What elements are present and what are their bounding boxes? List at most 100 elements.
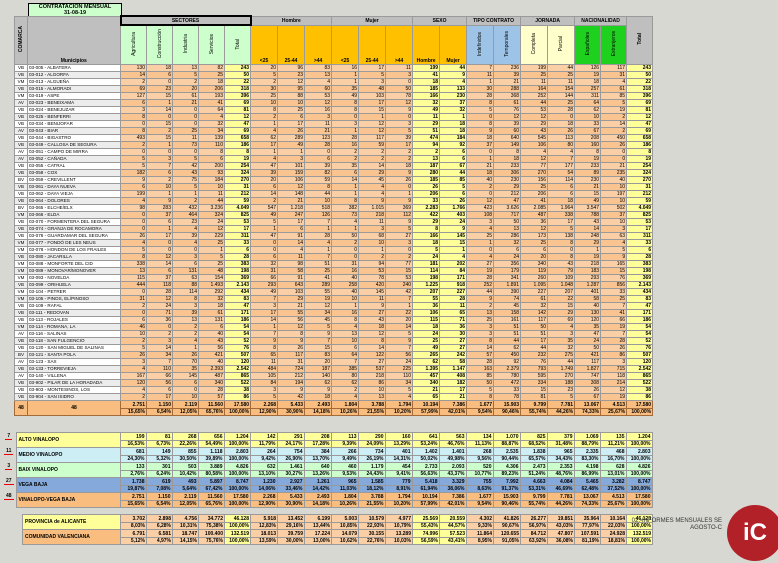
group-total: Total: [626, 15, 654, 65]
table-row[interactable]: VB 03-904 - SAN ISIDRO 2 17 10 57 86 5 42 18 4 13 4 6…: [14, 393, 654, 401]
summary-row[interactable]: 11 MEDIO VINALOPO 681 149 855 1.118 2.803 264 75…: [2, 447, 653, 463]
table-row[interactable]: VB 03-099 - ORIHUELA 444 118 88 1.493 2.143 293…: [14, 281, 654, 289]
cell: 493: [171, 477, 199, 486]
region-totals-table[interactable]: PROVINCIA de ALICANTE 3.702 2.898 4.756 34.7…: [22, 514, 653, 545]
table-row[interactable]: VM 03-078 - HONDON DE LOS FRAILES 5 0 0 1 6 0 4 1…: [14, 246, 654, 254]
cell: 507: [223, 351, 252, 359]
table-row[interactable]: VB 03-902 - PILAR DE LA HORADADA 120 56 6 340…: [14, 379, 654, 387]
table-row[interactable]: AV 03-123 - SAX 3 7 70 40 120 11 31 20 7 27 24 62 58 28…: [14, 358, 654, 366]
cell: 640: [493, 134, 522, 142]
table-row[interactable]: AV 03-116 - SALINAS 10 2 2 40 54 7 8 9 13 12 5 24 30 3 5…: [14, 330, 654, 338]
cell: 206: [198, 85, 225, 93]
table-row[interactable]: VB 03-055 - CATRAL 5 7 42 200 254 47 101 39 35 14 18…: [14, 162, 654, 170]
cell: 14: [250, 316, 279, 324]
cell: 3.889: [197, 462, 225, 471]
cell-municipio: 03-088 - MONFORTE DEL CID: [27, 260, 121, 268]
table-row[interactable]: VM 03-088 - MONFORTE DEL CID 338 14 6 25 383 32…: [14, 260, 654, 268]
table-row[interactable]: VB 03-044 - BIGASTRO 493 15 11 139 658 62 289 123…: [14, 134, 654, 142]
cell-comarca: VB: [14, 344, 28, 352]
cell: 5: [198, 253, 225, 261]
table-row[interactable]: VB 03-070 - FORMENTERA DEL SEGURA 0 6 23 24 53…: [14, 218, 654, 226]
table-row[interactable]: VM 03-104 - PETRER 0 28 114 292 434 49 103 55 40 14…: [14, 288, 654, 296]
table-row[interactable]: AV 03-052 - CAÑADA 5 3 5 6 19 4 3 6 2 2 2 13 6 1 18 12 7 19…: [14, 155, 654, 163]
table-row[interactable]: VB 03-120 - SAN MIGUEL DE SALINAS 5 14 1 56 76…: [14, 344, 654, 352]
summary-row[interactable]: 3 BAIX VINALOPO 133 301 503 3.889 4.826 632 1.46…: [2, 462, 653, 478]
cell: 89: [574, 169, 602, 177]
table-row[interactable]: VB 03-015 - ALMORADI 69 23 20 206 318 30 95 60 35 4…: [14, 85, 654, 93]
table-row[interactable]: VB 03-074 - GRANJA DE ROCAMORA 0 1 4 12 17 1 6 1 1…: [14, 225, 654, 233]
cell: 3.788: [357, 492, 386, 501]
cell: 15,65%: [119, 500, 147, 508]
summary-row[interactable]: 48 VINALOPO-VEGA BAJA 2.751 1.150 2.119 11.56…: [2, 492, 653, 508]
table-row[interactable]: VB 03-903 - MONTESINOS, LOS 4 6 0 28 38 3 9 9 2 10 5…: [14, 386, 654, 394]
table-row[interactable]: VM 03-019 - ASPE 127 15 61 193 396 25 88 53 49 103 7…: [14, 92, 654, 100]
table-row[interactable]: VB 03-076 - GUARDAMAR DEL SEGURA 26 17 39 229…: [14, 232, 654, 240]
cell: 5: [250, 71, 279, 79]
cell: 2,76%: [119, 470, 147, 478]
cell: 17: [277, 218, 306, 226]
table-row[interactable]: VB 03-024 - BENEJUZAR 3 14 0 64 81 8 25 16 8 15 9 49 3…: [14, 106, 654, 114]
table-row[interactable]: VB 03-012 - ALGORFA 14 6 5 25 50 5 23 13 1 5 3 41 9 11 3…: [14, 71, 654, 79]
table-row[interactable]: VB 03-058 - COX 182 6 43 93 324 39 159 82 6 29 9 280 4…: [14, 169, 654, 177]
cell: 86: [358, 379, 387, 387]
table-row[interactable]: BV 03-059 - CREVILLENT 9 2 75 184 270 20 106 59 14…: [14, 176, 654, 184]
table-row[interactable]: VM 03-114 - ROMANA, LA 46 0 2 6 54 1 12 5 4 18 14 18 3…: [14, 323, 654, 331]
region-row[interactable]: PROVINCIA de ALICANTE 3.702 2.898 4.756 34.7…: [22, 514, 653, 530]
summary-row[interactable]: 27 VEGA BAJA 1.738 619 493 5.897 8.747 1.230 2.9…: [2, 477, 653, 493]
summary-name: MEDIO VINALOPO: [15, 447, 121, 463]
table-row[interactable]: AV 03-043 - BIAR 8 2 25 34 69 4 26 21 1 12 5 51 18 9 60 4…: [14, 127, 654, 135]
table-row[interactable]: VB 03-133 - TORREVIEJA 4 110 35 2.393 2.542 484…: [14, 365, 654, 373]
cell: 140: [304, 372, 333, 380]
cell-municipio: 03-065 - ELCHE/ELX: [27, 204, 121, 212]
cell: 421: [574, 351, 602, 359]
table-row[interactable]: VM 03-089 - MONOVAR/MONOVER 13 6 131 48 198 31 5…: [14, 267, 654, 275]
cell: 9,41%: [384, 470, 413, 478]
table-row[interactable]: VB 03-061 - DAYA NUEVA 6 10 5 10 31 6 12 8 1 4 0 26 5 2…: [14, 183, 654, 191]
table-row[interactable]: VB 03-080 - JACARILLA 8 12 3 5 28 6 11 7 0 2 2 24 4 4 24…: [14, 253, 654, 261]
table-row[interactable]: VB 03-113 - ROJALES 6 36 13 131 186 14 56 45 8 43 20…: [14, 316, 654, 324]
table-row[interactable]: VB 03-034 - BENIJOFAR 0 15 0 32 47 1 17 11 3 12 3 29 1…: [14, 120, 654, 128]
cell: 2.379: [493, 365, 522, 373]
table-row[interactable]: VB 03-049 - CALLOSA DE SEGURA 2 1 73 110 186 17…: [14, 141, 654, 149]
cell: 46.128: [224, 514, 251, 523]
cell: 641: [411, 432, 440, 441]
table-row[interactable]: VM 03-066 - ELDA 0 37 464 324 825 49 247 126 73 218…: [14, 211, 654, 219]
summary-row[interactable]: 7 ALTO VINALOPO 199 81 268 656 1.204 142 291 208 1…: [2, 432, 653, 448]
table-row[interactable]: VM 03-105 - PINOS, EL/PINOSO 31 12 8 32 83 7 29 1…: [14, 295, 654, 303]
cell: 47.807: [547, 529, 575, 538]
col-header: Industria: [172, 24, 199, 65]
table-row[interactable]: AV 03-051 - CAMPO DE MIRRA 0 0 0 8 8 1 1 0 2 2 2 2 6 0 8…: [14, 148, 654, 156]
table-row[interactable]: VB 03-109 - RAFAL 2 24 3 18 47 3 21 12 1 9 1 36 11 2 45 3…: [14, 302, 654, 310]
cell: 122: [358, 351, 387, 359]
table-row[interactable]: AV 03-140 - VILLENA 167 66 145 487 865 105 212 14…: [14, 372, 654, 380]
cell: 318: [626, 85, 654, 93]
table-row[interactable]: BV 03-065 - ELCHE/ELX 98 283 432 3.236 4.049 54…: [14, 204, 654, 212]
region-row[interactable]: COMUNIDAD VALENCIANA 6.791 6.581 18.747 100.…: [22, 529, 653, 545]
cell: 13: [172, 316, 199, 324]
cell: 1.204: [223, 432, 251, 441]
table-row[interactable]: VB 03-064 - DOLORES 4 9 2 44 59 2 21 10 8 9 9 33 26 12 4…: [14, 197, 654, 205]
table-row[interactable]: AV 03-023 - BENEIXAMA 6 1 21 41 69 10 10 12 8 17 12 3…: [14, 99, 654, 107]
summary-table[interactable]: 7 ALTO VINALOPO 199 81 268 656 1.204 142 291 208 1…: [2, 432, 653, 508]
cell: 13: [172, 64, 199, 72]
table-row[interactable]: VB 03-005 - ALBATERA 130 18 13 82 243 20 96 83 16 1…: [14, 64, 654, 72]
cell: 10: [358, 386, 387, 394]
table-row[interactable]: VB 03-111 - REDOVAN 0 71 39 61 171 17 55 34 16 27 22…: [14, 309, 654, 317]
table-row[interactable]: VM 03-093 - NOVELDA 115 37 63 154 369 66 91 41 40 7…: [14, 274, 654, 282]
table-row[interactable]: VB 03-025 - BENFERRI 8 0 0 4 12 2 6 3 0 1 0 11 1 0 12 12 0…: [14, 113, 654, 121]
table-row[interactable]: VB 03-118 - SAN FULGENCIO 2 3 4 43 52 9 9 7 10 8 9 25…: [14, 337, 654, 345]
table-row[interactable]: BV 03-121 - SANTA POLA 26 34 26 421 507 65 117 83…: [14, 351, 654, 359]
table-row[interactable]: VM 03-013 - ALGUEÑA 2 0 2 18 22 2 12 4 1 3 0 18 4 1 21 11…: [14, 78, 654, 86]
table-row[interactable]: VM 03-077 - FONDÓ DE LES NEUS 4 0 4 25 33 0 14 4 2…: [14, 239, 654, 247]
cell: 2: [120, 393, 147, 401]
cell: 37: [146, 274, 173, 282]
cell: 0: [466, 190, 495, 198]
main-table[interactable]: COMARCA Municipios SECTORES Hombre Mujer SEXO…: [14, 15, 654, 416]
cell: 130: [574, 309, 602, 317]
cell: 308: [574, 379, 602, 387]
cell: 1.401: [438, 447, 467, 456]
summary-percent-row: 16,53% 6,73% 22,26% 54,49% 100,00% 11,79% 24,1…: [2, 440, 653, 448]
cell: 44: [520, 344, 549, 352]
table-row[interactable]: VB 03-062 - DAYA VIEJA 199 1 1 11 212 14 148 44 1 4…: [14, 190, 654, 198]
cell: 100,00%: [223, 455, 251, 463]
